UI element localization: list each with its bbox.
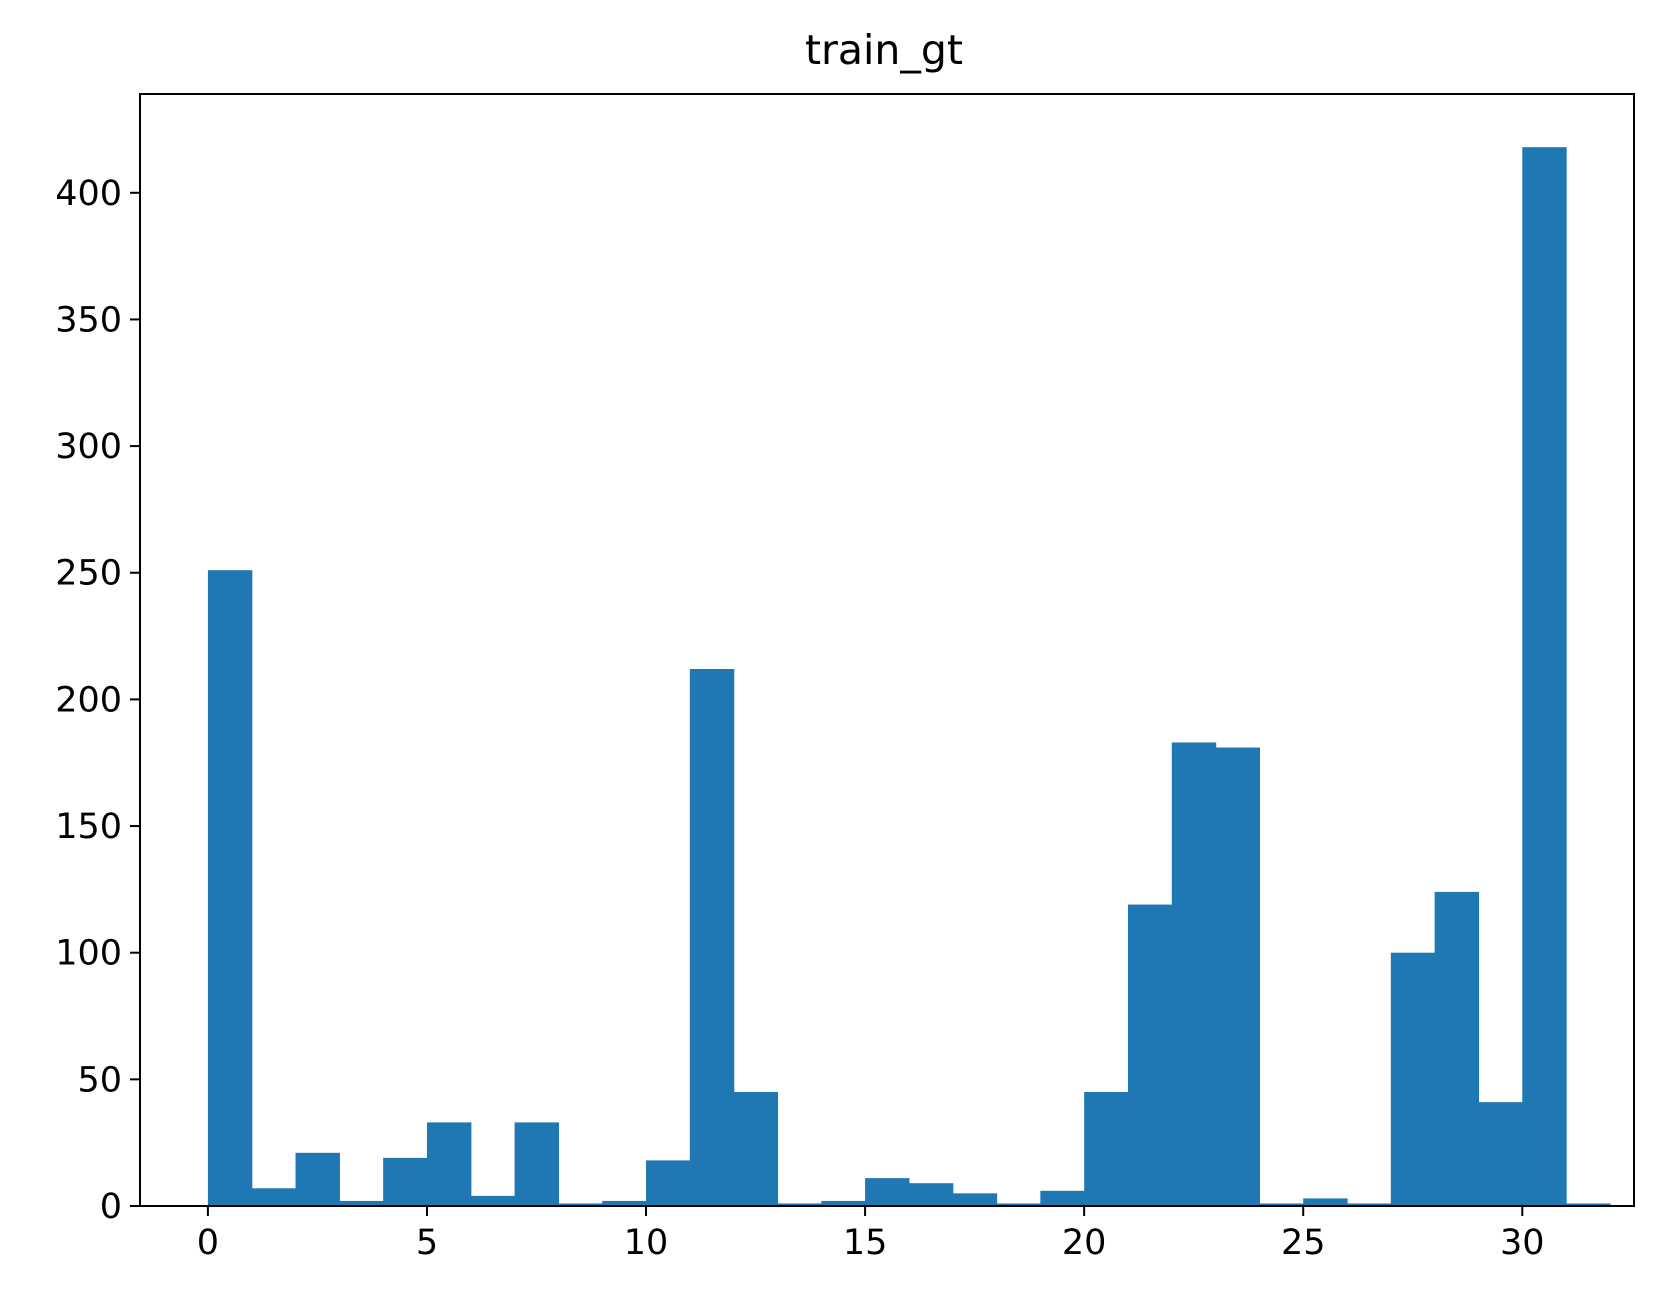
histogram-bars [207, 147, 1611, 1207]
histogram-bar [251, 1188, 297, 1206]
histogram-bar [339, 1200, 384, 1206]
histogram-bar [558, 1203, 603, 1206]
y-tick-label: 350 [55, 300, 122, 340]
histogram-bar [383, 1157, 428, 1206]
histogram-bar [689, 669, 735, 1206]
histogram-bar [646, 1160, 691, 1206]
y-tick-label: 50 [77, 1060, 122, 1100]
y-tick-label: 300 [55, 427, 122, 467]
x-tick-label: 30 [1500, 1223, 1545, 1263]
plot-frame [139, 93, 1635, 1207]
histogram-bar [1259, 1203, 1304, 1206]
histogram-bar [1478, 1102, 1523, 1206]
y-tick-label: 200 [55, 680, 122, 720]
x-tick-label: 10 [624, 1223, 669, 1263]
y-tick-label: 400 [55, 174, 122, 214]
x-tick-label: 25 [1281, 1223, 1326, 1263]
y-tick-label: 150 [55, 807, 122, 847]
histogram-bar [602, 1200, 647, 1206]
x-axis: 0 5 10 15 20 25 30 [197, 1206, 1545, 1263]
histogram-bar [952, 1193, 998, 1206]
histogram-bar [821, 1200, 866, 1206]
x-tick-label: 20 [1062, 1223, 1107, 1263]
y-tick-label: 0 [100, 1187, 122, 1227]
histogram-bar [1084, 1092, 1129, 1206]
histogram-bar [426, 1122, 472, 1206]
x-tick-label: 15 [843, 1223, 888, 1263]
histogram-bar [1390, 952, 1436, 1206]
histogram-bar [865, 1178, 910, 1206]
histogram-bar [1434, 891, 1480, 1206]
y-tick-label: 100 [55, 934, 122, 974]
histogram-bar [1303, 1198, 1348, 1206]
histogram-bar [1171, 742, 1217, 1206]
histogram-bar [1566, 1203, 1611, 1206]
histogram-bar [295, 1152, 340, 1206]
x-tick-label: 5 [416, 1223, 438, 1263]
histogram-bar [1127, 904, 1173, 1206]
histogram-bar [1040, 1190, 1085, 1206]
y-axis: 0 50 100 150 200 250 300 350 400 [55, 174, 140, 1227]
histogram-bar [1522, 147, 1567, 1207]
histogram-bar [514, 1122, 560, 1206]
histogram-bar [470, 1195, 516, 1206]
chart-title: train_gt [805, 26, 963, 74]
histogram-bar [777, 1203, 822, 1206]
histogram-bar [1347, 1203, 1392, 1206]
histogram-bar [733, 1092, 779, 1206]
histogram-bar [207, 570, 253, 1206]
histogram-bar [908, 1183, 954, 1206]
histogram-bar [1215, 747, 1260, 1206]
x-tick-label: 0 [197, 1223, 219, 1263]
y-tick-label: 250 [55, 554, 122, 594]
histogram-bar [996, 1203, 1041, 1206]
